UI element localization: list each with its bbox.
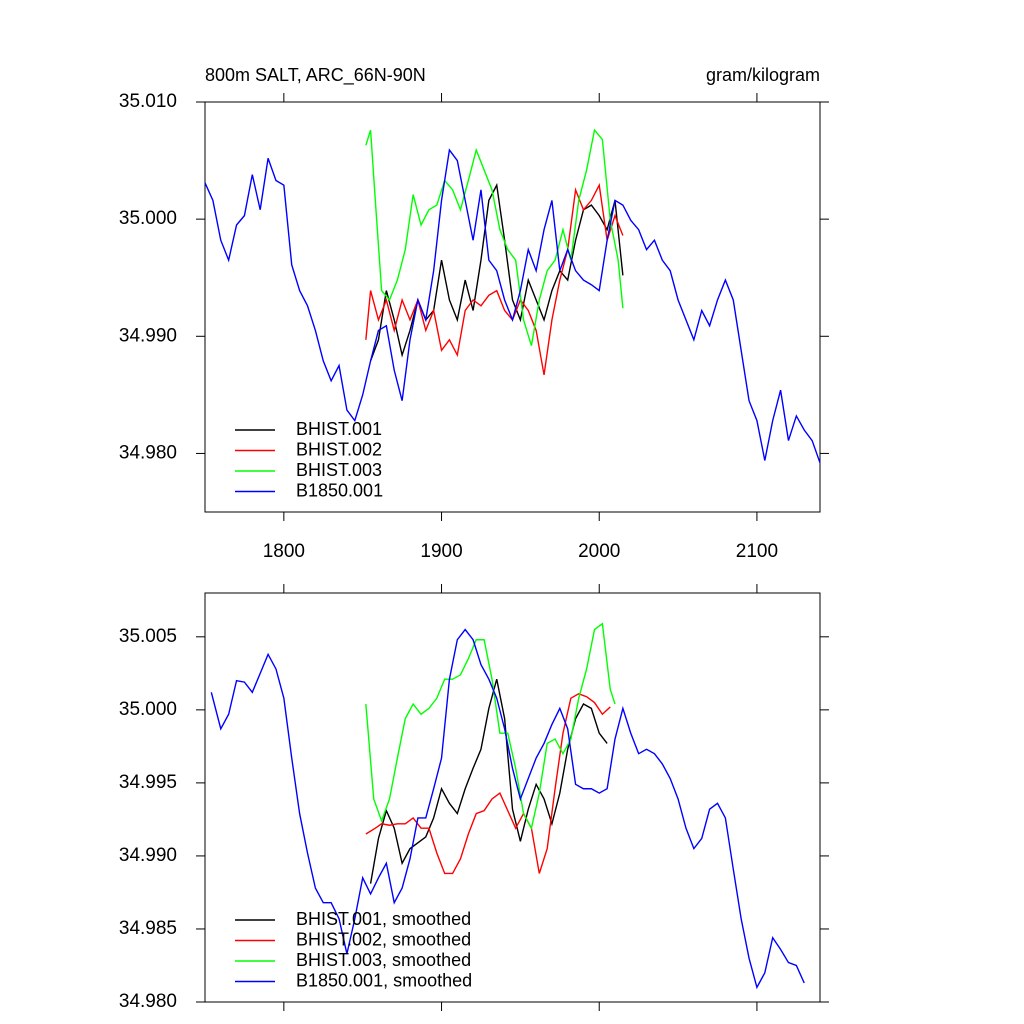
x-tick-label: 2100 (736, 541, 778, 562)
chart-title: 800m SALT, ARC_66N-90N (205, 65, 426, 86)
y-tick-label: 34.990 (119, 845, 177, 866)
legend-label: B1850.001 (296, 480, 383, 500)
series-line (210, 628, 805, 990)
plot-frame (204, 101, 821, 513)
series-line (369, 678, 608, 884)
series-line (365, 622, 616, 831)
y-tick-label: 35.005 (119, 626, 177, 647)
legend-label: BHIST.002 (296, 439, 382, 459)
y-tick-label: 35.010 (119, 91, 177, 112)
legend-label: BHIST.001, smoothed (296, 909, 471, 929)
y-tick-label: 34.990 (119, 325, 177, 346)
y-tick-label: 34.995 (119, 772, 177, 793)
series-line (369, 182, 624, 362)
y-tick-label: 34.980 (119, 442, 177, 463)
y-tick-label: 34.985 (119, 918, 177, 939)
legend-label: BHIST.002, smoothed (296, 929, 471, 949)
units-label: gram/kilogram (706, 65, 820, 85)
x-tick-label: 1900 (420, 541, 462, 562)
series-line (365, 128, 624, 346)
plot-frame (204, 592, 821, 1003)
x-tick-label: 2000 (578, 541, 620, 562)
series-line (204, 148, 821, 464)
series-line (365, 693, 611, 875)
x-tick-label: 1800 (263, 541, 305, 562)
y-tick-label: 34.980 (119, 991, 177, 1012)
y-tick-label: 35.000 (119, 699, 177, 720)
y-tick-label: 35.000 (119, 208, 177, 229)
legend-label: B1850.001, smoothed (296, 970, 472, 990)
legend-label: BHIST.003, smoothed (296, 950, 471, 970)
legend-label: BHIST.003 (296, 460, 382, 480)
legend-label: BHIST.001 (296, 419, 382, 439)
